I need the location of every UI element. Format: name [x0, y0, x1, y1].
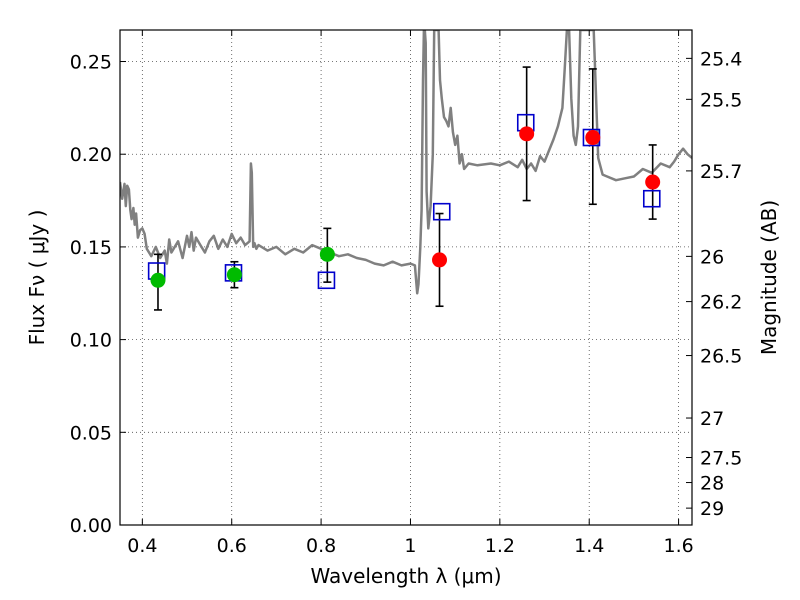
y-axis-label: Flux Fν ( μJy ) — [25, 210, 49, 346]
observed-flux-marker — [150, 272, 166, 288]
x-tick-label: 0.8 — [306, 535, 336, 557]
observed-flux-marker — [432, 252, 448, 268]
y2-tick-label: 29 — [700, 498, 724, 520]
y-tick-label: 0.25 — [70, 52, 112, 74]
y2-tick-label: 26.2 — [700, 292, 742, 314]
model-photometry-marker — [642, 189, 661, 208]
y-tick-label: 0.10 — [70, 330, 112, 352]
y2-tick-label: 25.4 — [700, 48, 742, 70]
x-tick-label: 1 — [404, 535, 416, 557]
observed-flux-marker — [519, 126, 535, 142]
y2-axis-label: Magnitude (AB) — [757, 200, 781, 355]
x-axis-label: Wavelength λ (μm) — [310, 564, 501, 588]
y-tick-label: 0.15 — [70, 237, 112, 259]
y2-tick-label: 27 — [700, 408, 724, 430]
data-layer — [120, 30, 692, 311]
y2-tick-label: 25.7 — [700, 161, 742, 183]
y2-tick-label: 26.5 — [700, 346, 742, 368]
y2-tick-label: 28 — [700, 473, 724, 495]
y-tick-label: 0.00 — [70, 515, 112, 537]
y-tick-label: 0.20 — [70, 144, 112, 166]
y-tick-label: 0.05 — [70, 422, 112, 444]
observed-flux-marker — [226, 267, 242, 283]
model-spectrum-line — [120, 30, 692, 295]
model-photometry-marker — [432, 202, 451, 221]
plot-background — [120, 30, 692, 525]
y2-tick-label: 25.5 — [700, 89, 742, 111]
observed-flux-marker — [645, 174, 661, 190]
x-tick-label: 1.2 — [485, 535, 515, 557]
y2-tick-label: 27.5 — [700, 448, 742, 470]
plot-frame — [119, 29, 693, 526]
axes-ticks: 0.4 0.6 0.8 1 1.2 1.4 1.6 0.00 0.05 0.10 0.15 0.20 0… — [70, 30, 742, 557]
y2-tick-label: 26 — [700, 246, 724, 268]
observed-flux-marker — [585, 130, 601, 146]
observed-flux-marker — [319, 246, 335, 262]
x-tick-label: 1.6 — [663, 535, 693, 557]
model-photometry-marker — [317, 271, 336, 290]
x-tick-label: 1.4 — [574, 535, 604, 557]
x-tick-label: 0.4 — [127, 535, 157, 557]
x-tick-label: 0.6 — [217, 535, 247, 557]
